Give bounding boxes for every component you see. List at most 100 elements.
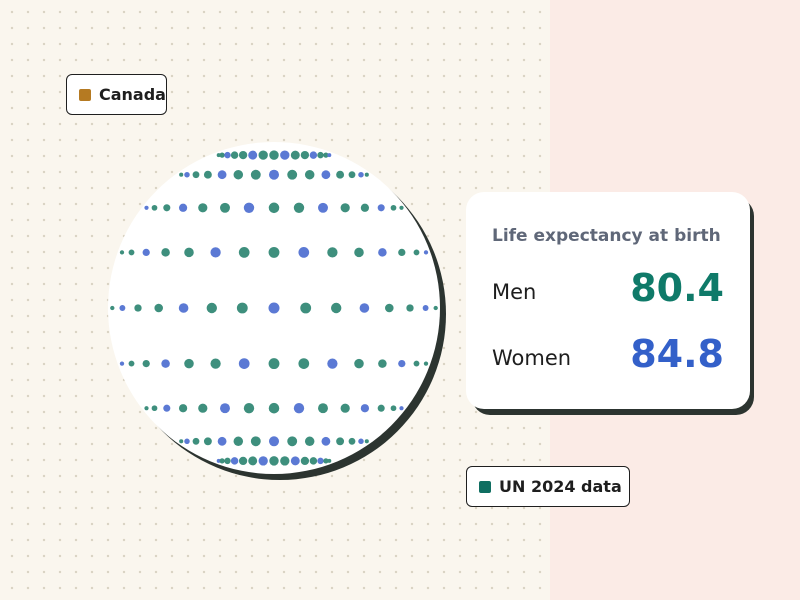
globe-dot [433,305,438,311]
globe-dot [110,305,115,311]
globe-dot [300,150,310,160]
globe-dot [142,248,150,257]
globe-dot [377,404,385,412]
globe-dot [390,204,397,211]
globe-dot [203,170,212,179]
globe-dot [248,150,258,160]
globe-dot [358,171,364,178]
men-value: 80.4 [630,266,724,310]
globe-dot [304,436,315,447]
globe-dot [192,171,200,179]
globe-dots [110,150,438,466]
globe-dot [219,152,225,158]
globe-dot [243,202,255,213]
globe-dot [390,405,397,412]
globe-dot [220,403,230,414]
globe-dot [128,249,135,256]
globe-dot [134,304,142,312]
globe-dot [331,302,342,314]
globe-dot [364,172,369,177]
globe-dot [217,170,227,180]
globe-dot [119,361,125,366]
globe-dot [304,169,315,180]
men-label: Men [492,280,537,304]
globe-dot [144,406,149,411]
globe-dot [178,303,189,313]
life-expectancy-card: Life expectancy at birth Men 80.4 Women … [466,192,750,409]
globe-dot [287,169,298,180]
globe-dot [280,150,290,160]
globe-dot [250,436,261,447]
globe-dot [422,305,429,311]
globe-dot [360,203,370,212]
globe-dot [378,359,387,368]
globe-dot [192,437,200,445]
globe-dot [178,404,188,413]
globe-dot [323,152,329,158]
globe-dot [354,358,364,369]
globe-dot [151,405,158,412]
globe-dot [184,438,190,445]
globe-dot [217,436,227,446]
globe-dot [269,456,279,466]
globe-dot [323,458,329,464]
country-swatch [79,88,91,101]
globe-dot [219,458,225,464]
card-title: Life expectancy at birth [492,226,721,246]
globe-dot [161,248,170,257]
globe-dot [268,202,280,214]
globe-dot [184,171,190,178]
globe-dot [318,403,328,414]
globe-dot [364,439,369,444]
globe-dot [151,204,158,211]
globe-dot [210,358,221,369]
globe-dot [399,406,404,411]
globe-dot [179,172,184,177]
globe-dot [354,247,364,258]
globe-dot [309,457,318,465]
globe-dot [269,150,279,160]
globe-dot [413,360,420,367]
globe-dot [413,249,420,256]
globe-dot [119,250,125,255]
globe-dot [243,403,255,414]
globe-dot [250,169,261,180]
globe-dot [287,436,298,447]
globe-dot [398,359,406,368]
globe-dot [268,302,280,314]
globe-dot [321,170,331,180]
globe-dot [184,247,194,258]
globe-dot [300,302,312,314]
globe-dot [399,205,404,210]
globe-dot [224,151,231,159]
globe-dot [238,456,248,466]
globe-dot [293,202,305,213]
women-label: Women [492,346,572,370]
globe-dot [210,247,221,258]
globe-dot [206,302,217,314]
globe-dot [128,360,135,367]
globe-dot [268,169,280,180]
globe-dot [340,203,350,213]
globe-dot [268,436,280,447]
source-swatch [479,480,491,493]
globe-dot [336,437,345,446]
globe-dot [142,359,150,368]
globe-dot [348,171,356,179]
globe-dot [230,151,239,159]
globe-dot [377,204,385,212]
globe-dot [161,359,170,368]
globe-dot [184,358,194,369]
globe-dot [144,205,149,210]
globe-dot [360,404,370,413]
globe-dot [327,458,332,463]
globe-dot [385,303,394,313]
globe-dot [233,436,244,447]
globe-dot [203,437,212,446]
globe-dot [293,403,305,414]
globe-dot [359,303,370,313]
globe-dot [327,358,338,369]
globe-dot [406,304,414,312]
globe-dot [318,202,328,213]
globe-dot [280,456,290,466]
